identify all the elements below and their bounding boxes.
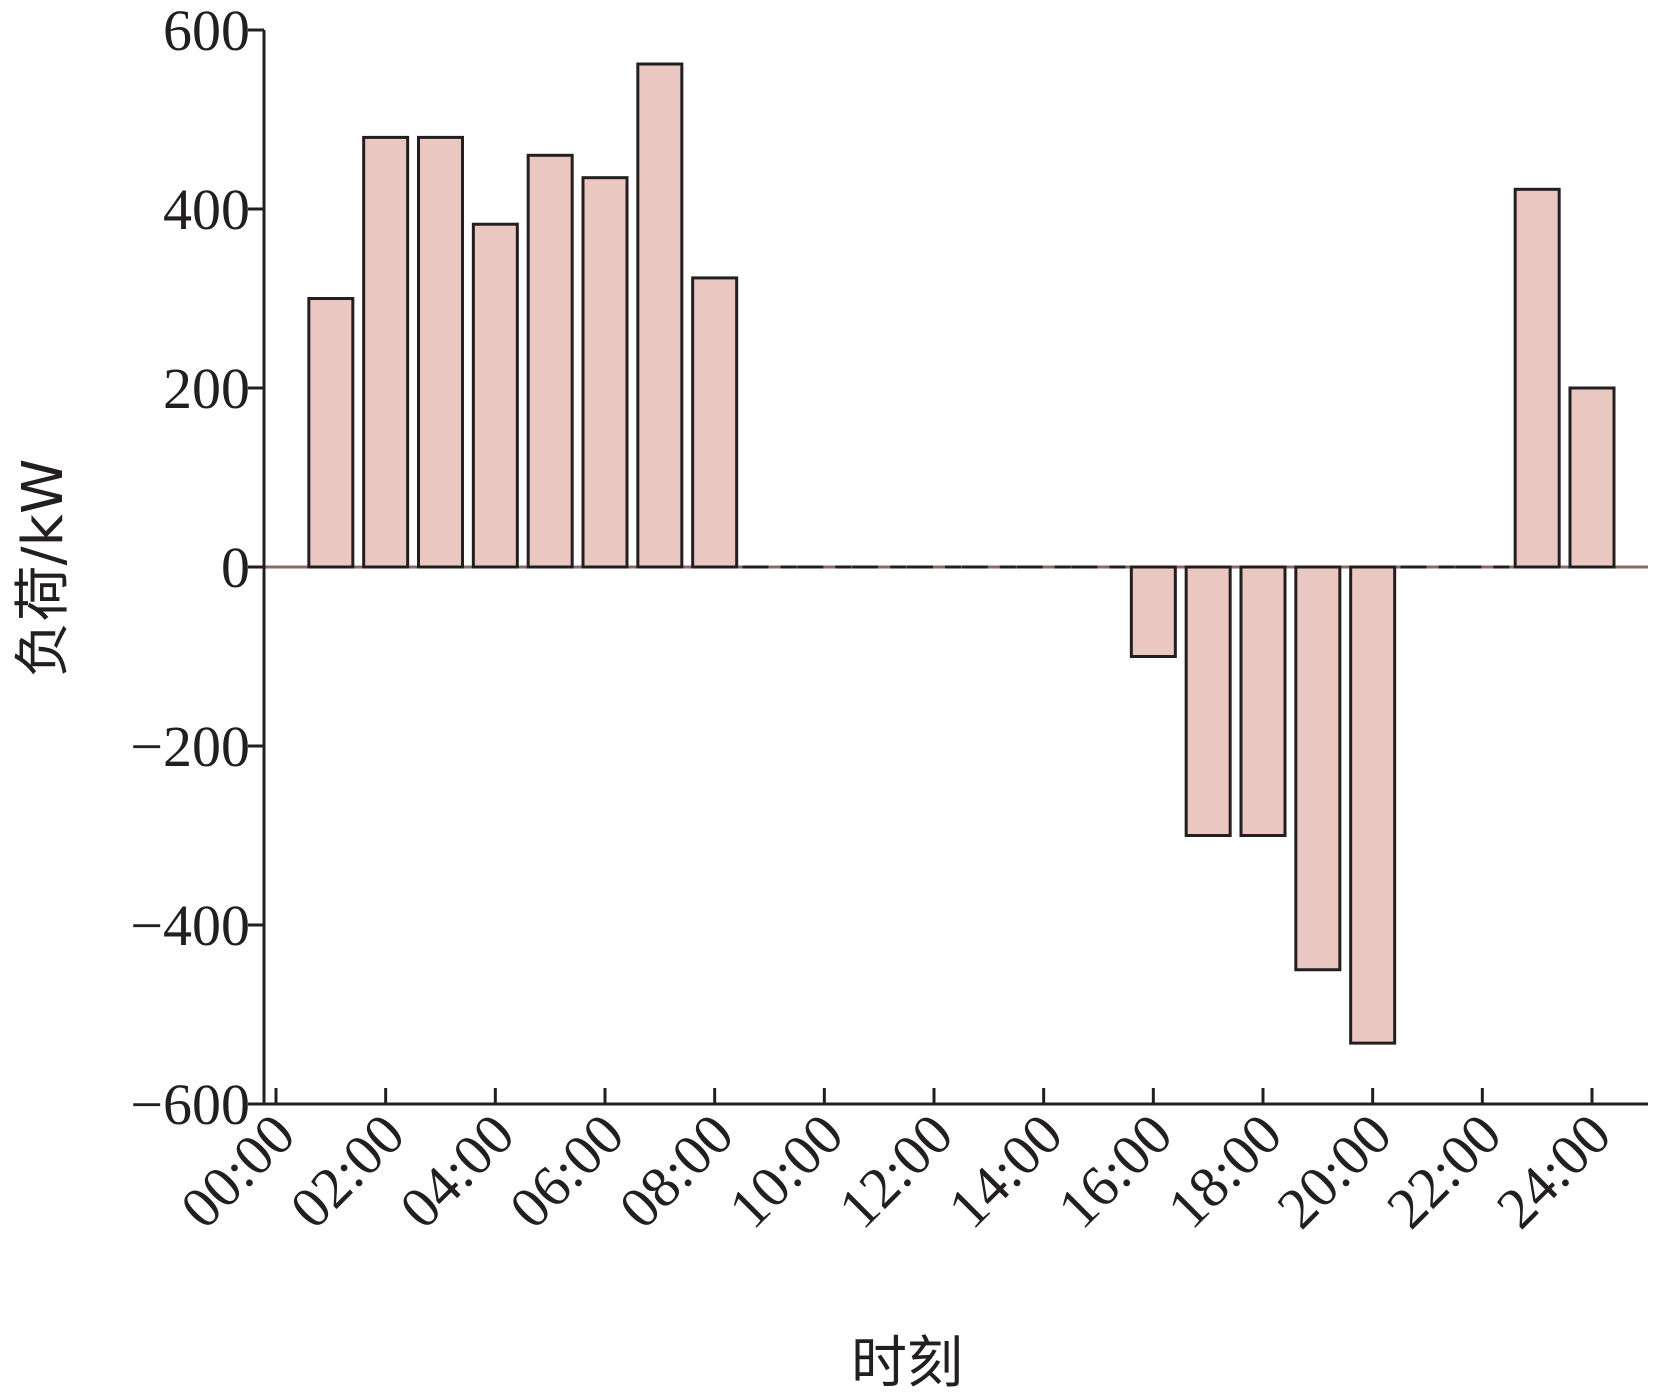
x-tick-label: 10:00 <box>716 1101 855 1240</box>
bar <box>1568 386 1616 569</box>
y-tick-label: 400 <box>163 177 250 242</box>
bar <box>526 153 574 569</box>
y-tick-label: 200 <box>163 356 250 421</box>
y-axis-title: 负荷/kW <box>11 459 76 678</box>
x-tick-label: 20:00 <box>1264 1101 1403 1240</box>
x-tick-label: 04:00 <box>387 1101 526 1240</box>
x-axis-title: 时刻 <box>851 1331 963 1392</box>
bar <box>1513 187 1561 569</box>
y-tick-label: −200 <box>130 714 250 779</box>
x-tick-label: 22:00 <box>1374 1101 1513 1240</box>
x-tick-label: 08:00 <box>606 1101 745 1240</box>
bar <box>1294 565 1342 972</box>
x-tick-label: 12:00 <box>826 1101 965 1240</box>
x-tick-label: 16:00 <box>1045 1101 1184 1240</box>
y-tick-label: −600 <box>130 1072 250 1137</box>
x-tick-label: 18:00 <box>1155 1101 1294 1240</box>
x-tick-label: 14:00 <box>935 1101 1074 1240</box>
bar <box>362 135 410 569</box>
bar <box>1239 565 1287 837</box>
y-tick-label: −400 <box>130 893 250 958</box>
y-tick-label: 0 <box>221 535 250 600</box>
bar <box>417 135 464 569</box>
bar <box>1129 565 1177 658</box>
bar <box>1349 565 1397 1045</box>
x-tick-label: 24:00 <box>1484 1101 1623 1240</box>
bar <box>691 276 739 569</box>
bar <box>471 222 519 569</box>
bar <box>636 62 684 569</box>
bar <box>307 297 355 569</box>
y-tick-label: 600 <box>163 0 250 63</box>
x-tick-label: 02:00 <box>277 1101 416 1240</box>
x-tick-label: 06:00 <box>497 1101 636 1240</box>
bar <box>1184 565 1232 837</box>
bar <box>581 176 629 569</box>
